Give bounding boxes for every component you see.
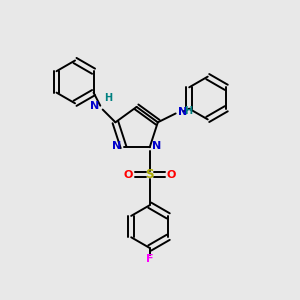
Text: O: O [123,169,133,180]
Text: N: N [90,101,99,111]
Text: N: N [112,141,122,151]
Text: N: N [178,107,187,117]
Text: H: H [184,106,192,116]
Text: O: O [167,169,176,180]
Text: S: S [146,168,154,181]
Text: N: N [152,141,161,151]
Text: F: F [146,254,154,264]
Text: H: H [104,93,112,103]
